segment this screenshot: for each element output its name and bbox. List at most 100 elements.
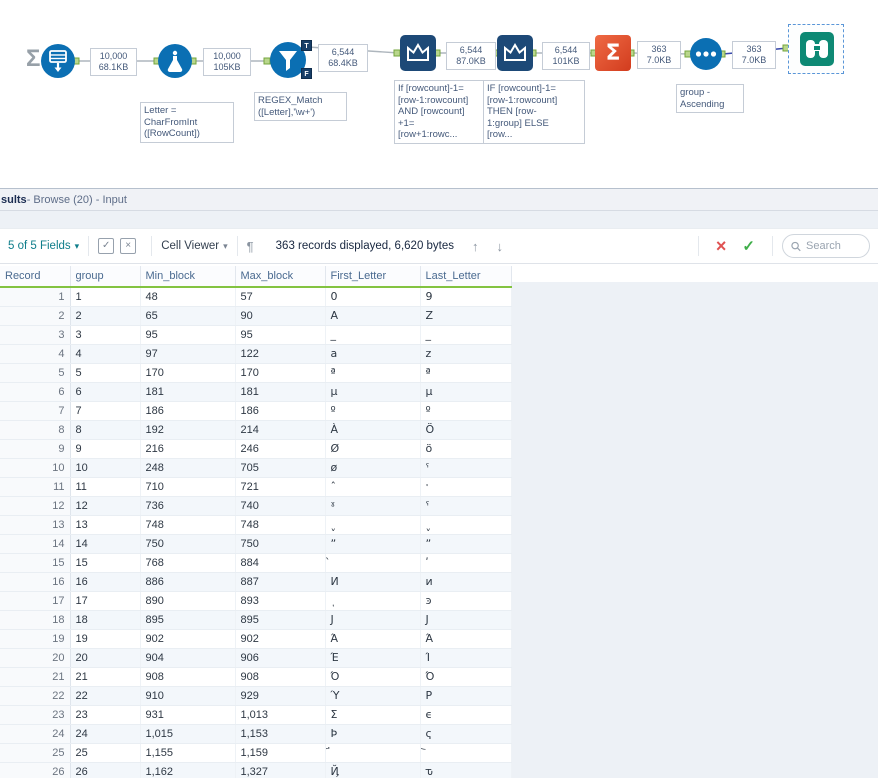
- tool-caption-filter[interactable]: REGEX_Match ([Letter],'\w+'): [254, 92, 347, 121]
- col-header-last-letter[interactable]: Last_Letter: [420, 266, 512, 288]
- cell-group: 4: [70, 344, 141, 364]
- cell-min-block: 748: [140, 515, 236, 535]
- workflow-canvas[interactable]: Σ 10,000 68.1KB 10,000 105KB Letter = Ch…: [0, 0, 878, 188]
- generate-rows-tool[interactable]: [40, 43, 76, 79]
- cell-group: 12: [70, 496, 141, 516]
- table-row[interactable]: 25 25 1,155 1,159 ҃ ҇: [0, 743, 512, 763]
- cell-first-letter: _: [325, 325, 421, 345]
- tool-caption-sort[interactable]: group - Ascending: [676, 84, 744, 113]
- cell-record: 17: [0, 591, 71, 611]
- cell-record: 4: [0, 344, 71, 364]
- cell-first-letter: Ͷ: [325, 572, 421, 592]
- col-header-record[interactable]: Record: [0, 266, 71, 288]
- deselect-all-fields-button[interactable]: ×: [120, 238, 137, 254]
- whitespace-toggle-icon[interactable]: ¶: [246, 238, 254, 254]
- search-icon: [791, 241, 801, 251]
- formula-tool[interactable]: [157, 43, 193, 79]
- cell-record: 3: [0, 325, 71, 345]
- table-row[interactable]: 9 9 216 246 Ø ö: [0, 439, 512, 459]
- cell-last-letter: ˤ: [420, 496, 512, 516]
- cell-record: 23: [0, 705, 71, 725]
- table-row[interactable]: 16 16 886 887 Ͷ ͷ: [0, 572, 512, 592]
- cell-last-letter: Ρ: [420, 686, 512, 706]
- record-count-annotation[interactable]: 6,544 87.0KB: [446, 42, 496, 70]
- table-row[interactable]: 3 3 95 95 _ _: [0, 325, 512, 345]
- table-row[interactable]: 1 1 48 57 0 9: [0, 287, 512, 307]
- table-row[interactable]: 17 17 890 893 ͺ ͽ: [0, 591, 512, 611]
- search-box[interactable]: [782, 234, 870, 258]
- cell-last-letter: µ: [420, 382, 512, 402]
- table-row[interactable]: 7 7 186 186 º º: [0, 401, 512, 421]
- cell-min-block: 48: [140, 287, 236, 307]
- table-row[interactable]: 14 14 750 750 ˮ ˮ: [0, 534, 512, 554]
- table-row[interactable]: 19 19 902 902 Ά Ά: [0, 629, 512, 649]
- table-row[interactable]: 11 11 710 721 ˆ ˑ: [0, 477, 512, 497]
- record-count-annotation[interactable]: 6,544 68.4KB: [318, 44, 368, 72]
- record-count-annotation[interactable]: 363 7.0KB: [732, 41, 776, 69]
- apply-button[interactable]: ✓: [742, 238, 755, 255]
- cell-group: 10: [70, 458, 141, 478]
- record-count-annotation[interactable]: 6,544 101KB: [542, 42, 590, 70]
- next-arrow-icon[interactable]: ↓: [496, 238, 504, 254]
- table-row[interactable]: 4 4 97 122 a z: [0, 344, 512, 364]
- table-row[interactable]: 15 15 768 884 ̀ ʹ: [0, 553, 512, 573]
- table-row[interactable]: 8 8 192 214 À Ö: [0, 420, 512, 440]
- cell-last-letter: Ö: [420, 420, 512, 440]
- previous-arrow-icon[interactable]: ↑: [472, 238, 479, 254]
- search-input[interactable]: [806, 240, 861, 252]
- fields-selector-label: 5 of 5 Fields: [8, 240, 71, 252]
- cell-min-block: 97: [140, 344, 236, 364]
- browse-tool[interactable]: [799, 31, 835, 67]
- table-row[interactable]: 24 24 1,015 1,153 Ϸ ҁ: [0, 724, 512, 744]
- cell-viewer-dropdown[interactable]: Cell Viewer ▾: [161, 240, 227, 252]
- col-header-group[interactable]: group: [70, 266, 141, 288]
- cell-first-letter: Ø: [325, 439, 421, 459]
- cell-min-block: 710: [140, 477, 236, 497]
- sort-tool[interactable]: [689, 37, 723, 71]
- cell-max-block: 893: [235, 591, 326, 611]
- false-output-badge[interactable]: F: [301, 68, 312, 79]
- cell-group: 15: [70, 553, 141, 573]
- record-count-annotation[interactable]: 10,000 105KB: [203, 48, 251, 76]
- multi-row-formula-tool-1[interactable]: [399, 34, 437, 72]
- select-all-fields-button[interactable]: ✓: [98, 238, 115, 254]
- table-row[interactable]: 18 18 895 895 Ϳ Ϳ: [0, 610, 512, 630]
- table-row[interactable]: 22 22 910 929 Ύ Ρ: [0, 686, 512, 706]
- table-row[interactable]: 13 13 748 748 ˬ ˬ: [0, 515, 512, 535]
- table-row[interactable]: 21 21 908 908 Ό Ό: [0, 667, 512, 687]
- table-row[interactable]: 26 26 1,162 1,327 Ҋ ԏ: [0, 762, 512, 778]
- table-row[interactable]: 2 2 65 90 A Z: [0, 306, 512, 326]
- cell-min-block: 170: [140, 363, 236, 383]
- cell-max-block: 908: [235, 667, 326, 687]
- tool-caption-multirow-2[interactable]: IF [rowcount]-1= [row-1:rowcount] THEN […: [483, 80, 585, 144]
- results-panel: sults - Browse (20) - Input 5 of 5 Field…: [0, 188, 878, 778]
- cell-group: 8: [70, 420, 141, 440]
- col-header-max-block[interactable]: Max_block: [235, 266, 326, 288]
- cell-record: 2: [0, 306, 71, 326]
- record-count-annotation[interactable]: 363 7.0KB: [637, 41, 681, 69]
- cell-last-letter: ҇: [420, 743, 512, 763]
- results-toolbar: 5 of 5 Fields ▾ ✓ × Cell Viewer ▾ ¶ 363 …: [0, 228, 878, 264]
- multi-row-formula-tool-2[interactable]: [496, 34, 534, 72]
- table-row[interactable]: 10 10 248 705 ø ˁ: [0, 458, 512, 478]
- table-row[interactable]: 6 6 181 181 µ µ: [0, 382, 512, 402]
- col-header-first-letter[interactable]: First_Letter: [325, 266, 421, 288]
- cell-min-block: 904: [140, 648, 236, 668]
- fields-selector[interactable]: 5 of 5 Fields ▾: [8, 240, 79, 252]
- record-count-annotation[interactable]: 10,000 68.1KB: [90, 48, 137, 76]
- table-row[interactable]: 5 5 170 170 ª ª: [0, 363, 512, 383]
- partial-tool-icon: Σ: [26, 45, 41, 72]
- cell-group: 25: [70, 743, 141, 763]
- table-row[interactable]: 20 20 904 906 Έ Ί: [0, 648, 512, 668]
- tool-caption-formula[interactable]: Letter = CharFromInt ([RowCount]): [140, 102, 234, 143]
- cell-first-letter: a: [325, 344, 421, 364]
- summarize-tool[interactable]: Σ: [595, 35, 631, 71]
- true-output-badge[interactable]: T: [301, 40, 312, 51]
- table-row[interactable]: 23 23 931 1,013 Σ ϵ: [0, 705, 512, 725]
- cancel-button[interactable]: ×: [715, 236, 727, 256]
- col-header-min-block[interactable]: Min_block: [140, 266, 236, 288]
- cell-record: 25: [0, 743, 71, 763]
- table-row[interactable]: 12 12 736 740 ˠ ˤ: [0, 496, 512, 516]
- filter-tool[interactable]: [269, 41, 307, 79]
- tool-caption-multirow-1[interactable]: If [rowcount]-1= [row-1:rowcount] AND [r…: [394, 80, 484, 144]
